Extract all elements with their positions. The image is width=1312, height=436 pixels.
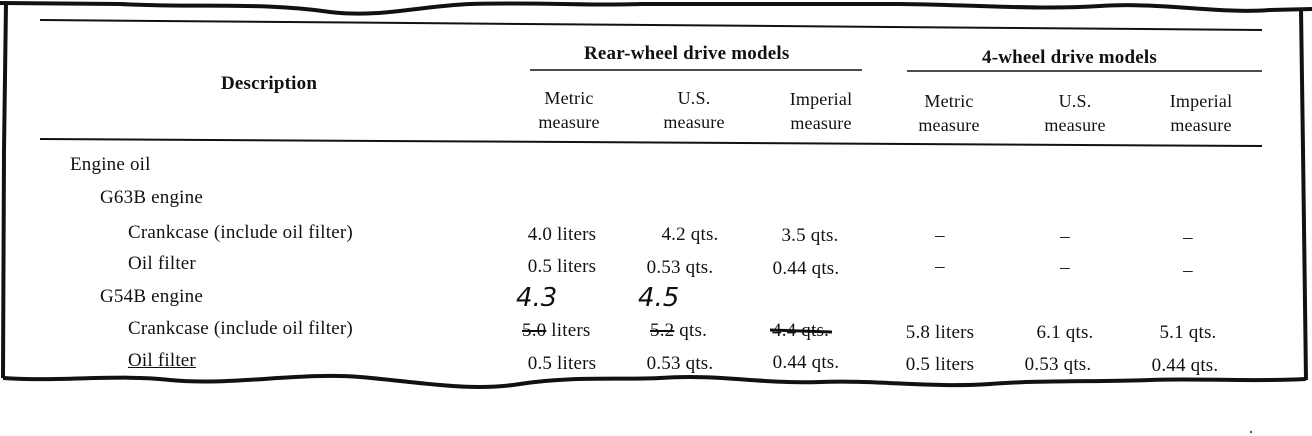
cell-fwd-metric: 5.8 liters: [905, 322, 975, 343]
right-edge: [1299, 8, 1308, 381]
cell-fwd-imperial: 5.1 qts.: [1159, 322, 1217, 343]
struck-value: 5.0: [522, 320, 547, 341]
row-label: Oil filter: [128, 350, 196, 371]
col-label: Metric: [544, 88, 594, 108]
bottom-torn-edge: [2, 373, 1307, 389]
fwd-us-col-header: U.S. measure: [1033, 89, 1117, 137]
header-bottom-rule: [39, 138, 1263, 147]
speck: [1249, 430, 1253, 434]
cell-fwd-us: 6.1 qts.: [1036, 322, 1094, 343]
row-label: Crankcase (include oil filter): [128, 222, 353, 243]
col-label: U.S.: [677, 88, 711, 108]
cell-rear-metric: 4.0 liters: [527, 224, 597, 245]
cell-rear-imperial: 4.4 qts.: [772, 320, 829, 342]
cell-fwd-metric: –: [935, 256, 945, 277]
cell-fwd-metric: 0.5 liters: [905, 354, 975, 375]
col-label: U.S.: [1058, 91, 1092, 111]
left-edge: [1, 2, 8, 379]
cell-fwd-imperial: 0.44 qts.: [1151, 355, 1219, 376]
cell-fwd-us: –: [1060, 257, 1070, 278]
cell-rear-us: 0.53 qts.: [646, 257, 714, 278]
col-label: Imperial: [1169, 91, 1233, 111]
subsection-g63b: G63B engine: [100, 187, 203, 208]
row-label: Oil filter: [128, 253, 196, 274]
cell-rear-imperial: 0.44 qts.: [772, 352, 840, 373]
col-label: Metric: [924, 91, 974, 111]
cell-fwd-us: –: [1060, 226, 1070, 247]
cell-rear-imperial: 0.44 qts.: [772, 258, 840, 279]
cell-fwd-imperial: –: [1183, 227, 1193, 248]
col-label: measure: [918, 115, 980, 135]
row-label: Crankcase (include oil filter): [128, 318, 353, 339]
top-torn-edge: [0, 1, 1312, 16]
handwritten-metric-correction: 4.3: [516, 283, 558, 313]
col-label: measure: [1170, 115, 1232, 135]
rear-wheel-group-header: Rear-wheel drive models: [584, 43, 790, 64]
col-label: measure: [790, 113, 852, 133]
cell-rear-metric: 0.5 liters: [527, 256, 597, 277]
fwd-imperial-col-header: Imperial measure: [1158, 89, 1244, 137]
rear-imperial-col-header: Imperial measure: [778, 87, 864, 135]
fwd-metric-col-header: Metric measure: [906, 89, 992, 137]
cell-fwd-imperial: –: [1183, 260, 1193, 281]
col-label: Imperial: [789, 89, 853, 109]
col-label: measure: [1044, 115, 1106, 135]
strike-imperial: [769, 328, 833, 334]
handwritten-us-correction: 4.5: [638, 283, 680, 313]
col-label: measure: [538, 112, 600, 132]
unit: qts.: [674, 320, 708, 341]
description-header: Description: [221, 73, 318, 94]
unit: s.: [816, 320, 830, 341]
col-label: measure: [663, 112, 725, 132]
cell-rear-us: 0.53 qts.: [646, 353, 714, 374]
cell-rear-metric: 5.0 liters: [522, 320, 591, 342]
cell-rear-imperial: 3.5 qts.: [781, 225, 839, 246]
cell-fwd-us: 0.53 qts.: [1024, 354, 1092, 375]
section-engine-oil: Engine oil: [70, 154, 151, 175]
struck-value: 5.2: [650, 320, 675, 341]
four-wheel-group-header: 4-wheel drive models: [982, 47, 1157, 68]
cell-rear-us: 4.2 qts.: [661, 224, 719, 245]
subsection-g54b: G54B engine: [100, 286, 203, 307]
cell-fwd-metric: –: [935, 225, 945, 246]
unit: liters: [546, 320, 591, 341]
struck-value: 4.4 qt: [772, 320, 817, 341]
rear-metric-col-header: Metric measure: [526, 86, 612, 134]
cell-rear-us: 5.2 qts.: [650, 320, 707, 342]
table-top-rule: [39, 19, 1263, 31]
rear-us-col-header: U.S. measure: [652, 86, 736, 134]
cell-rear-metric: 0.5 liters: [527, 353, 597, 374]
